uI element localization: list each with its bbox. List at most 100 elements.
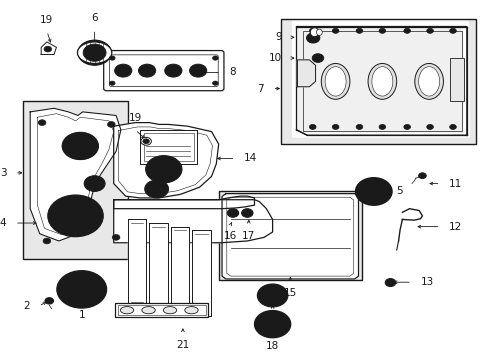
Circle shape	[57, 271, 106, 308]
Bar	[449, 58, 464, 101]
Polygon shape	[297, 60, 315, 87]
Circle shape	[70, 281, 93, 298]
Circle shape	[144, 180, 168, 198]
Circle shape	[259, 314, 285, 334]
Ellipse shape	[316, 29, 322, 36]
Circle shape	[387, 281, 392, 284]
Polygon shape	[30, 108, 121, 241]
Circle shape	[118, 67, 128, 74]
Text: 12: 12	[448, 222, 462, 231]
Circle shape	[355, 125, 362, 130]
Circle shape	[230, 211, 235, 215]
Text: 5: 5	[396, 186, 403, 196]
Circle shape	[264, 318, 281, 330]
Polygon shape	[114, 123, 218, 198]
Circle shape	[355, 178, 391, 205]
Text: 6: 6	[91, 13, 98, 23]
Circle shape	[107, 122, 115, 127]
Bar	[115, 303, 208, 317]
Circle shape	[331, 125, 338, 130]
Circle shape	[48, 195, 103, 237]
Bar	[143, 133, 193, 161]
Circle shape	[47, 300, 51, 302]
Circle shape	[138, 64, 155, 77]
Text: 13: 13	[420, 277, 433, 287]
Circle shape	[241, 209, 252, 217]
Text: 9: 9	[274, 32, 281, 42]
Polygon shape	[114, 196, 254, 209]
Text: 10: 10	[268, 53, 281, 63]
Text: 4: 4	[0, 218, 6, 228]
Circle shape	[268, 321, 276, 327]
Circle shape	[378, 28, 385, 33]
Circle shape	[257, 284, 287, 307]
Text: 3: 3	[0, 168, 6, 178]
Polygon shape	[114, 200, 272, 243]
Circle shape	[314, 56, 320, 60]
Circle shape	[142, 139, 149, 144]
Circle shape	[45, 298, 54, 304]
Ellipse shape	[367, 63, 396, 99]
Polygon shape	[292, 22, 468, 137]
Text: 11: 11	[448, 179, 462, 189]
Circle shape	[361, 183, 385, 201]
Circle shape	[263, 288, 282, 303]
Circle shape	[193, 67, 203, 74]
Text: 21: 21	[176, 340, 189, 350]
Circle shape	[75, 142, 85, 149]
Circle shape	[378, 125, 385, 130]
Ellipse shape	[142, 307, 155, 314]
Text: 19: 19	[40, 15, 53, 25]
Polygon shape	[149, 223, 167, 309]
Circle shape	[62, 132, 98, 159]
Text: 7: 7	[257, 84, 264, 94]
Text: 15: 15	[283, 288, 296, 298]
Circle shape	[152, 160, 175, 178]
Text: 19: 19	[128, 113, 142, 123]
Circle shape	[449, 125, 455, 130]
Circle shape	[78, 40, 111, 65]
Circle shape	[83, 44, 106, 61]
Circle shape	[254, 311, 290, 338]
Ellipse shape	[418, 67, 439, 96]
Circle shape	[43, 238, 51, 244]
Circle shape	[309, 28, 315, 33]
Text: 17: 17	[242, 231, 255, 241]
Circle shape	[63, 276, 100, 303]
Circle shape	[145, 156, 182, 183]
Text: 8: 8	[229, 67, 236, 77]
Circle shape	[149, 184, 163, 194]
Ellipse shape	[310, 28, 318, 37]
Bar	[303, 31, 461, 131]
Ellipse shape	[184, 307, 198, 314]
Text: 14: 14	[244, 153, 257, 163]
Ellipse shape	[325, 67, 346, 96]
Circle shape	[164, 64, 182, 77]
Circle shape	[309, 125, 315, 130]
Text: 20: 20	[265, 316, 279, 325]
Polygon shape	[41, 42, 56, 54]
Ellipse shape	[77, 42, 112, 63]
Circle shape	[76, 285, 87, 294]
Ellipse shape	[120, 307, 134, 314]
Circle shape	[112, 234, 120, 240]
Bar	[280, 19, 475, 144]
Circle shape	[38, 120, 46, 126]
Circle shape	[55, 201, 95, 231]
Circle shape	[109, 56, 115, 60]
Bar	[23, 101, 128, 259]
Ellipse shape	[141, 137, 151, 145]
Circle shape	[44, 46, 52, 52]
FancyBboxPatch shape	[103, 50, 224, 91]
Circle shape	[426, 28, 432, 33]
Text: 1: 1	[78, 310, 85, 320]
Circle shape	[142, 67, 152, 74]
Circle shape	[331, 28, 338, 33]
Bar	[218, 191, 361, 280]
FancyBboxPatch shape	[109, 55, 218, 86]
Circle shape	[426, 125, 432, 130]
Polygon shape	[171, 226, 189, 313]
Polygon shape	[297, 27, 461, 132]
Circle shape	[84, 176, 105, 192]
Circle shape	[244, 211, 250, 215]
